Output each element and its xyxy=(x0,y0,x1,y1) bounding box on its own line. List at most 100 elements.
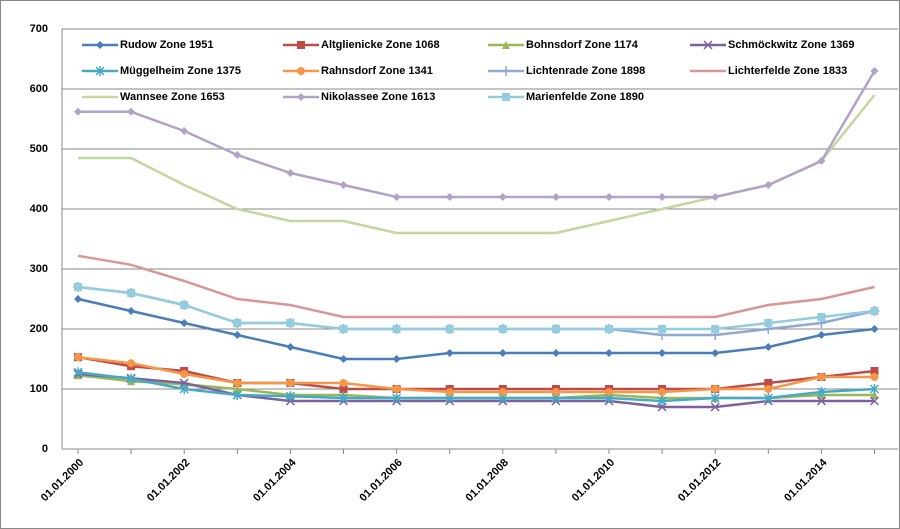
marker xyxy=(127,307,136,315)
marker xyxy=(710,402,720,412)
marker xyxy=(657,396,667,406)
legend-label: Rudow Zone 1951 xyxy=(120,39,214,51)
marker xyxy=(74,353,82,362)
marker xyxy=(180,127,189,135)
marker xyxy=(870,373,879,381)
marker xyxy=(658,193,667,201)
marker xyxy=(74,283,82,291)
legend-label: Wannsee Zone 1653 xyxy=(120,91,225,103)
marker xyxy=(816,387,826,397)
legend-label: Lichterfelde Zone 1833 xyxy=(728,65,847,77)
marker xyxy=(764,181,773,189)
legend-label: Nikolassee Zone 1613 xyxy=(321,91,435,103)
marker xyxy=(338,393,349,403)
marker xyxy=(74,107,82,116)
marker xyxy=(445,193,454,201)
marker xyxy=(764,319,773,327)
marker xyxy=(127,289,136,297)
marker xyxy=(498,349,507,357)
marker xyxy=(817,313,826,321)
legend-item: Rudow Zone 1951 xyxy=(82,39,214,51)
marker xyxy=(501,66,511,76)
marker xyxy=(763,393,773,403)
series-line xyxy=(77,372,875,409)
marker xyxy=(392,393,402,403)
marker xyxy=(502,93,510,101)
legend-label: Bohnsdorf Zone 1174 xyxy=(526,39,639,51)
marker xyxy=(498,325,507,333)
marker xyxy=(551,193,560,201)
marker xyxy=(233,319,242,327)
marker xyxy=(392,355,401,363)
marker xyxy=(870,325,879,333)
series xyxy=(77,254,875,319)
marker xyxy=(605,325,613,333)
marker xyxy=(817,157,826,165)
marker xyxy=(297,93,305,101)
series-line xyxy=(77,355,875,391)
marker xyxy=(96,41,104,49)
marker xyxy=(233,379,242,387)
legend-item: Wannsee Zone 1653 xyxy=(82,91,225,103)
marker xyxy=(658,349,667,357)
marker xyxy=(232,390,242,400)
marker xyxy=(445,388,454,396)
legend-label: Schmöckwitz Zone 1369 xyxy=(728,39,855,51)
marker xyxy=(179,384,189,394)
marker xyxy=(502,41,510,49)
marker xyxy=(869,384,880,394)
marker xyxy=(870,307,879,315)
legend-item: Altglienicke Zone 1068 xyxy=(283,39,440,51)
marker xyxy=(392,385,401,393)
marker xyxy=(445,325,454,333)
marker xyxy=(286,343,295,351)
marker xyxy=(817,373,826,381)
legend-label: Altglienicke Zone 1068 xyxy=(321,39,440,51)
marker xyxy=(711,325,720,333)
marker xyxy=(285,391,295,402)
marker xyxy=(180,301,189,309)
y-tick-label: 0 xyxy=(42,443,48,455)
marker xyxy=(392,325,401,333)
marker xyxy=(339,379,348,387)
y-tick-label: 600 xyxy=(30,83,48,95)
marker xyxy=(703,40,713,50)
marker xyxy=(392,193,401,201)
marker xyxy=(605,388,613,396)
marker xyxy=(498,193,507,201)
series xyxy=(74,353,879,396)
legend-item: Müggelheim Zone 1375 xyxy=(82,65,241,77)
marker xyxy=(95,66,105,76)
legend-item: Schmöckwitz Zone 1369 xyxy=(690,39,855,51)
marker xyxy=(286,319,295,327)
marker xyxy=(551,325,560,333)
marker xyxy=(297,41,305,49)
series-line xyxy=(77,355,875,394)
y-tick-label: 700 xyxy=(30,23,48,35)
series xyxy=(74,283,879,333)
marker xyxy=(711,385,720,393)
legend-label: Müggelheim Zone 1375 xyxy=(120,65,241,77)
legend-label: Lichtenrade Zone 1898 xyxy=(526,65,645,77)
marker xyxy=(605,349,613,357)
marker xyxy=(286,379,295,387)
marker xyxy=(764,379,773,387)
series xyxy=(74,67,879,201)
legend-item: Bohnsdorf Zone 1174 xyxy=(488,39,639,51)
marker xyxy=(286,169,295,177)
marker xyxy=(658,325,667,333)
marker xyxy=(127,359,136,368)
marker xyxy=(74,295,82,303)
marker xyxy=(870,391,879,399)
marker xyxy=(339,325,348,333)
legend-item: Lichterfelde Zone 1833 xyxy=(690,65,847,77)
marker xyxy=(870,367,879,375)
y-tick-label: 300 xyxy=(30,263,48,275)
marker xyxy=(816,396,826,406)
marker xyxy=(551,388,560,396)
marker xyxy=(445,349,454,357)
marker xyxy=(339,385,348,393)
legend-label: Rahnsdorf Zone 1341 xyxy=(321,65,433,77)
marker xyxy=(233,385,242,393)
